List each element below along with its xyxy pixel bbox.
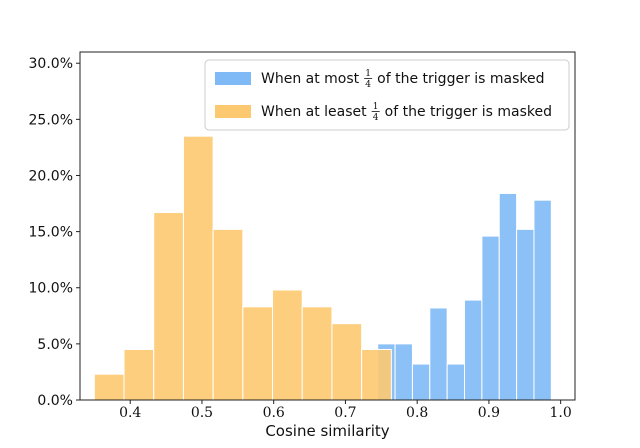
x-tick-label: 0.4 xyxy=(119,405,141,421)
legend-swatch-2 xyxy=(215,105,251,118)
legend-label-1-prefix: When at most xyxy=(261,71,360,87)
x-tick-label: 0.7 xyxy=(334,405,356,421)
x-axis: 0.4 0.5 0.6 0.7 0.8 0.9 1.0 xyxy=(119,400,572,421)
y-tick-label: 20.0% xyxy=(29,168,73,184)
y-tick-label: 30.0% xyxy=(29,56,73,72)
legend-fraction-numerator: 1 xyxy=(365,69,371,79)
y-tick-label: 5.0% xyxy=(37,337,73,353)
histogram-bar-series-2-bin-4 xyxy=(182,135,214,401)
histogram-bar-series-1-bin-6 xyxy=(464,299,483,401)
y-tick-label: 0.0% xyxy=(37,393,73,409)
x-tick-label: 0.9 xyxy=(478,405,500,421)
legend-fraction-denominator: 4 xyxy=(373,113,379,123)
histogram-bar-series-1-bin-2 xyxy=(394,343,413,401)
histogram-bar-series-1-bin-9 xyxy=(516,228,535,401)
histogram-bar-series-1-bin-10 xyxy=(533,199,552,401)
histogram-bar-series-1-bin-5 xyxy=(446,363,466,401)
histogram-bar-series-2-bin-7 xyxy=(272,289,303,401)
histogram-bar-series-2-bin-1 xyxy=(93,373,125,401)
x-axis-label: Cosine similarity xyxy=(265,422,389,440)
legend-fraction-numerator: 1 xyxy=(373,102,379,112)
legend-swatch-1 xyxy=(215,72,251,85)
histogram-bar-series-2-bin-6 xyxy=(242,306,274,401)
bars-layer xyxy=(93,135,552,401)
histogram-bar-series-2-bin-3 xyxy=(153,212,184,401)
x-tick-label: 1.0 xyxy=(550,405,572,421)
legend-fraction-denominator: 4 xyxy=(365,80,371,90)
histogram-bar-series-1-bin-3 xyxy=(411,363,431,401)
x-tick-label: 0.5 xyxy=(191,405,213,421)
y-tick-label: 10.0% xyxy=(29,281,73,297)
histogram-bar-series-2-bin-2 xyxy=(123,348,155,401)
legend-box xyxy=(204,59,570,131)
histogram-bar-series-1-bin-7 xyxy=(481,235,500,401)
y-axis: 0.0% 5.0% 10.0% 15.0% 20.0% 25.0% 30.0% xyxy=(29,56,80,409)
histogram-bar-series-2-bin-8 xyxy=(301,306,333,401)
histogram-bar-series-2-bin-9 xyxy=(331,323,363,401)
plot-frame xyxy=(79,51,576,401)
y-tick-label: 15.0% xyxy=(29,225,73,241)
x-tick-label: 0.6 xyxy=(263,405,285,421)
histogram-bar-series-2-bin-5 xyxy=(212,228,244,401)
x-tick-label: 0.8 xyxy=(406,405,428,421)
histogram-bar-series-1-bin-8 xyxy=(498,192,518,401)
histogram-bar-series-1-bin-4 xyxy=(429,307,448,401)
legend: When at most 14 of the trigger is maskedWh… xyxy=(204,59,570,131)
legend-label-1-suffix: of the trigger is masked xyxy=(377,71,544,87)
y-tick-label: 25.0% xyxy=(29,112,73,128)
histogram-bar-series-2-bin-10 xyxy=(361,348,392,401)
legend-label-2-prefix: When at leaset xyxy=(261,104,367,120)
legend-label-2-suffix: of the trigger is masked xyxy=(385,104,552,120)
